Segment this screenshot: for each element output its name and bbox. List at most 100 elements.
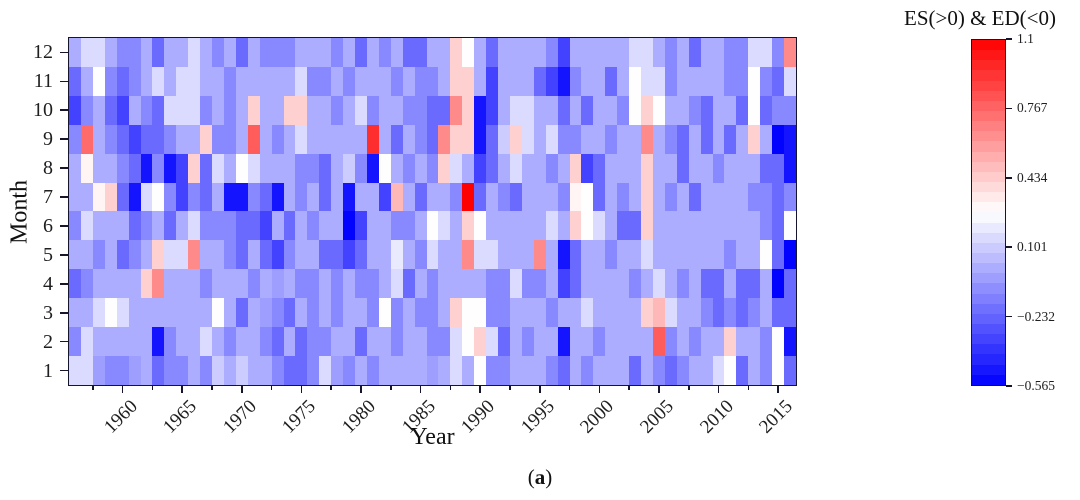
heatmap-cell (152, 153, 165, 183)
heatmap-cell (116, 66, 129, 96)
heatmap-cell (235, 182, 248, 212)
y-tick (60, 369, 68, 372)
heatmap-cell (533, 124, 546, 154)
heatmap-cell (104, 269, 117, 299)
heatmap-cell (212, 153, 224, 183)
heatmap-cell (521, 356, 534, 385)
y-tick (60, 109, 68, 112)
heatmap-cell (164, 327, 177, 357)
heatmap-cell (521, 124, 534, 154)
heatmap-cell (724, 153, 737, 183)
y-tick-label: 10 (33, 99, 53, 122)
x-minor-tick (92, 385, 94, 390)
heatmap-cell (402, 182, 415, 212)
heatmap-cell (438, 38, 451, 67)
heatmap-cell (772, 356, 785, 385)
heatmap-cell (235, 95, 248, 125)
heatmap-cell (521, 327, 534, 357)
heatmap-cell (128, 327, 141, 357)
heatmap-cell (486, 66, 499, 96)
heatmap-cell (164, 124, 177, 154)
heatmap-cell (319, 124, 332, 154)
colorbar-segment (972, 171, 1005, 182)
heatmap-cell (402, 240, 415, 270)
heatmap-cell (283, 298, 296, 328)
heatmap-cell (116, 124, 129, 154)
heatmap-cell (712, 298, 725, 328)
heatmap-cell (295, 327, 308, 357)
heatmap-cell (331, 124, 344, 154)
colorbar-segment (972, 303, 1005, 314)
heatmap-cell (69, 240, 81, 270)
heatmap-cell (629, 269, 642, 299)
heatmap-cell (462, 327, 475, 357)
heatmap-cell (128, 356, 141, 385)
heatmap-cell (271, 356, 284, 385)
heatmap-cell (212, 95, 224, 125)
heatmap-cell (676, 298, 689, 328)
heatmap-cell (509, 124, 522, 154)
heatmap-cell (176, 95, 189, 125)
y-tick-label: 11 (33, 70, 53, 93)
heatmap-cell (641, 356, 653, 385)
heatmap-cell (474, 269, 487, 299)
y-tick-label: 2 (43, 330, 53, 353)
colorbar-tick-label: 0.767 (1017, 100, 1048, 116)
heatmap-cell (736, 38, 749, 67)
heatmap-cell (784, 269, 796, 299)
heatmap-cell (283, 211, 296, 241)
heatmap-cell (402, 124, 415, 154)
colorbar-tick (1006, 38, 1012, 40)
heatmap-cell (498, 95, 510, 125)
heatmap-cell (438, 66, 451, 96)
heatmap-cell (736, 153, 749, 183)
heatmap-cell (450, 211, 463, 241)
heatmap-cell (200, 95, 213, 125)
y-tick-label: 1 (43, 359, 53, 382)
heatmap-cell (581, 182, 594, 212)
heatmap-cell (212, 356, 224, 385)
heatmap-cell (617, 356, 630, 385)
heatmap-cell (784, 66, 796, 96)
heatmap-cell (92, 38, 105, 67)
heatmap-cell (736, 356, 749, 385)
heatmap-cell (390, 124, 403, 154)
heatmap-cell (724, 182, 737, 212)
heatmap-cell (247, 356, 260, 385)
heatmap-cell (164, 356, 177, 385)
heatmap-cell (283, 95, 296, 125)
heatmap-cell (581, 95, 594, 125)
heatmap-cell (283, 356, 296, 385)
heatmap-cell (104, 38, 117, 67)
heatmap-cell (748, 182, 761, 212)
heatmap-cell (176, 356, 189, 385)
heatmap-cell (331, 298, 344, 328)
heatmap-cell (390, 153, 403, 183)
heatmap-cell (128, 153, 141, 183)
heatmap-cell (509, 356, 522, 385)
heatmap-cell (378, 211, 391, 241)
colorbar-segment (972, 161, 1005, 172)
heatmap-cell (319, 38, 332, 67)
heatmap-cell (605, 182, 618, 212)
heatmap-cell (140, 95, 153, 125)
heatmap-cell (581, 38, 594, 67)
heatmap-cell (164, 240, 177, 270)
caption-close-paren: ) (545, 465, 553, 489)
heatmap-cell (676, 38, 689, 67)
colorbar-segment (972, 313, 1005, 324)
heatmap-cell (664, 240, 677, 270)
heatmap-cell (426, 211, 439, 241)
heatmap-cell (617, 211, 630, 241)
heatmap-cell (200, 182, 213, 212)
heatmap-cell (188, 298, 201, 328)
heatmap-cell (283, 153, 296, 183)
heatmap-cell (152, 240, 165, 270)
heatmap-cell (128, 38, 141, 67)
heatmap-cell (366, 66, 379, 96)
y-tick-label: 8 (43, 157, 53, 180)
heatmap-cell (724, 298, 737, 328)
heatmap-cell (343, 95, 356, 125)
heatmap-cell (307, 356, 320, 385)
heatmap-cell (164, 269, 177, 299)
